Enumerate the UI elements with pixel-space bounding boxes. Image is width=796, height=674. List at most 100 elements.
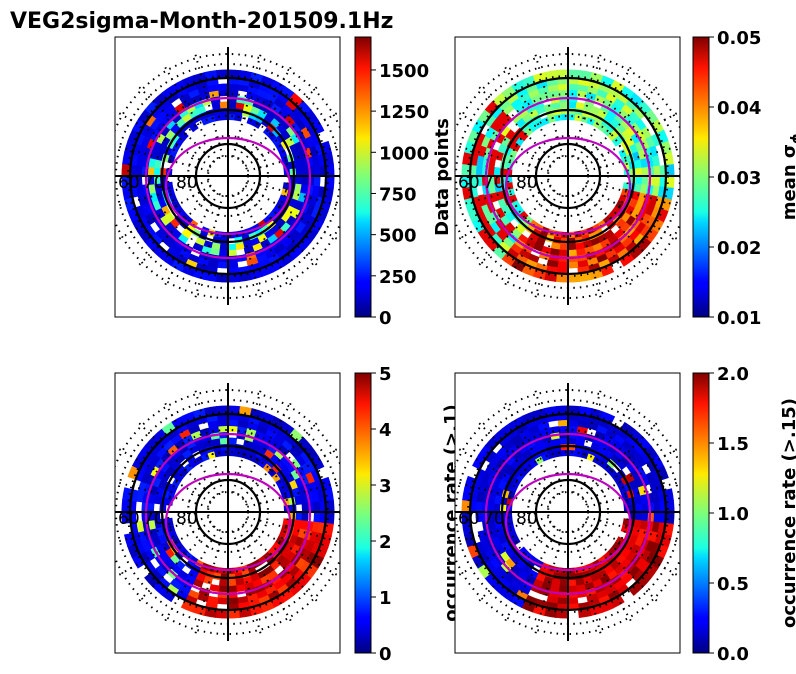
data-cell — [594, 94, 607, 105]
data-cell — [228, 89, 239, 97]
data-cell — [251, 578, 263, 589]
data-cell — [155, 228, 168, 242]
data-cell — [521, 112, 533, 123]
data-cell — [181, 433, 195, 445]
data-cell — [518, 248, 531, 260]
data-cell — [568, 405, 581, 415]
data-cell — [208, 89, 220, 99]
data-cell — [228, 101, 238, 109]
data-cell — [281, 129, 292, 141]
data-cell — [149, 453, 162, 467]
data-cell — [641, 166, 649, 177]
data-cell — [135, 164, 143, 176]
data-cell — [497, 143, 508, 154]
data-cell — [300, 126, 312, 140]
data-cell — [484, 113, 497, 128]
data-cell — [634, 141, 645, 153]
data-cell — [622, 182, 631, 191]
data-cell — [524, 574, 536, 585]
data-cell — [575, 248, 586, 257]
data-cell — [505, 247, 520, 260]
data-cell — [475, 164, 483, 176]
data-cell — [630, 469, 641, 481]
data-cell — [635, 503, 643, 513]
data-cell — [180, 599, 196, 613]
data-cell — [504, 221, 516, 233]
data-cell — [665, 176, 675, 189]
colorbar-gradient — [354, 36, 372, 318]
data-cell — [530, 94, 543, 104]
data-cell — [300, 158, 309, 169]
data-cell — [559, 101, 569, 109]
data-cell — [480, 471, 491, 484]
data-cell — [499, 125, 511, 137]
latitude-label: 80 — [176, 173, 198, 193]
data-cell — [487, 511, 495, 522]
data-cell — [501, 85, 517, 100]
data-cell — [640, 213, 652, 226]
colorbar-tick-label: 750 — [379, 184, 417, 205]
data-cell — [489, 557, 501, 570]
data-cell — [218, 585, 228, 593]
data-cell — [294, 519, 303, 530]
latitude-circle — [160, 108, 296, 244]
data-cell — [121, 510, 131, 524]
data-cell — [568, 419, 580, 427]
data-cell — [493, 518, 502, 529]
data-cell — [549, 247, 560, 256]
data-cell — [635, 512, 643, 522]
data-cell — [489, 453, 502, 467]
data-cell — [490, 105, 504, 119]
data-cell — [603, 565, 615, 576]
data-cell — [514, 589, 529, 601]
data-cell — [492, 476, 502, 488]
data-cell — [489, 221, 501, 234]
data-cell — [634, 557, 647, 571]
data-cell — [311, 521, 320, 534]
data-cell — [257, 594, 271, 606]
data-cell — [284, 577, 298, 590]
data-cell — [218, 249, 228, 257]
data-cell — [611, 137, 622, 147]
data-cell — [467, 543, 480, 559]
data-cell — [632, 569, 646, 583]
data-cell — [639, 560, 652, 575]
data-cell — [153, 158, 162, 169]
data-cell — [155, 564, 168, 578]
data-cell — [281, 439, 295, 452]
data-cell — [515, 422, 529, 435]
data-cell — [299, 184, 308, 195]
data-cell — [498, 434, 512, 447]
data-cell — [325, 512, 335, 525]
data-cell — [162, 439, 176, 452]
data-cell — [175, 86, 189, 99]
data-cell — [509, 242, 523, 255]
data-cell — [265, 428, 278, 440]
data-cell — [217, 83, 229, 91]
data-cell — [190, 430, 203, 440]
data-cell — [628, 446, 641, 460]
data-cell — [594, 430, 607, 441]
data-cell — [575, 437, 586, 446]
data-cell — [551, 437, 562, 446]
data-cell — [606, 569, 619, 581]
data-cell — [188, 444, 200, 455]
data-cell — [616, 92, 631, 105]
data-cell — [549, 583, 560, 592]
data-cell — [616, 459, 627, 471]
data-cell — [634, 183, 643, 194]
data-cell — [577, 420, 590, 429]
data-cell — [305, 123, 318, 137]
data-cell — [300, 462, 312, 476]
data-cell — [656, 465, 669, 481]
data-cell — [616, 428, 631, 441]
data-cell — [235, 584, 246, 593]
data-cell — [288, 565, 301, 579]
colorbar-tick-label: 0 — [379, 308, 392, 329]
data-cell — [501, 572, 515, 585]
data-cell — [628, 229, 641, 243]
data-cell — [521, 411, 537, 424]
data-cell — [655, 208, 669, 224]
data-cell — [634, 200, 644, 212]
data-cell — [152, 476, 162, 488]
